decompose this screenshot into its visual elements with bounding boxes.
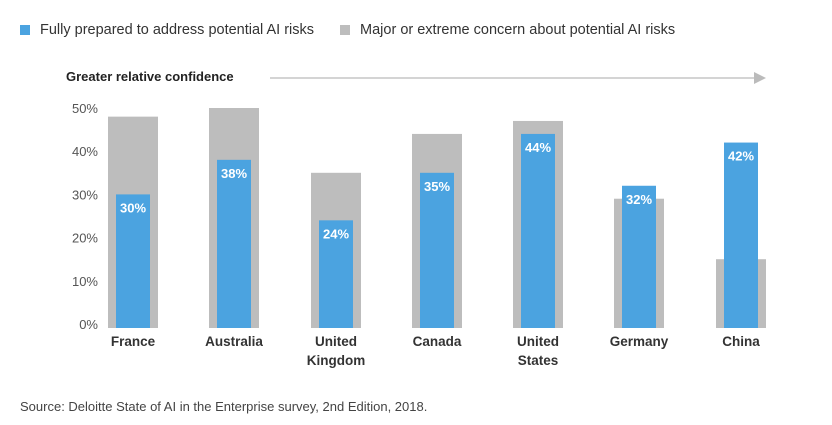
x-axis: France Australia United Kingdom Canada United… bbox=[111, 334, 760, 368]
bars: 30% 38% 24% 35% 44% 32% 42% bbox=[108, 108, 766, 329]
y-tick-label: 40% bbox=[72, 144, 98, 159]
bar-data-label: 35% bbox=[424, 179, 450, 194]
arrow-head bbox=[754, 72, 766, 84]
y-axis: 0% 10% 20% 30% 40% 50% bbox=[72, 101, 98, 332]
bar-data-label: 42% bbox=[728, 149, 754, 164]
source-note: Source: Deloitte State of AI in the Ente… bbox=[20, 399, 428, 414]
legend-label-prepared: Fully prepared to address potential AI r… bbox=[40, 22, 315, 38]
y-tick-label: 20% bbox=[72, 231, 98, 246]
y-tick-label: 30% bbox=[72, 187, 98, 202]
x-category-label: United bbox=[315, 334, 357, 349]
x-category-label: Canada bbox=[413, 334, 462, 349]
y-tick-label: 10% bbox=[72, 274, 98, 289]
bar-prepared bbox=[622, 185, 656, 328]
bar-prepared bbox=[521, 133, 555, 328]
legend-label-concern: Major or extreme concern about potential… bbox=[360, 22, 676, 38]
x-category-label: Germany bbox=[610, 334, 669, 349]
bar-prepared bbox=[319, 220, 353, 328]
confidence-indicator: Greater relative confidence bbox=[66, 69, 234, 84]
confidence-arrow-icon bbox=[270, 72, 766, 84]
x-category-label: States bbox=[518, 353, 559, 368]
legend-item-concern: Major or extreme concern about potential… bbox=[340, 22, 675, 38]
legend: Fully prepared to address potential AI r… bbox=[20, 22, 701, 38]
bar-data-label: 44% bbox=[525, 140, 551, 155]
legend-item-prepared: Fully prepared to address potential AI r… bbox=[20, 22, 314, 38]
x-category-label: United bbox=[517, 334, 559, 349]
bar-prepared bbox=[724, 142, 758, 328]
y-tick-label: 50% bbox=[72, 101, 98, 116]
bar-prepared bbox=[420, 172, 454, 328]
legend-swatch-concern bbox=[340, 25, 351, 35]
bar-data-label: 24% bbox=[323, 226, 349, 241]
x-category-label: France bbox=[111, 334, 156, 349]
y-tick-label: 0% bbox=[79, 317, 98, 332]
legend-swatch-prepared bbox=[20, 25, 30, 35]
bar-data-label: 30% bbox=[120, 200, 146, 215]
confidence-label: Greater relative confidence bbox=[66, 69, 234, 84]
bar-data-label: 32% bbox=[626, 192, 652, 207]
x-category-label: China bbox=[722, 334, 760, 349]
bar-prepared bbox=[116, 194, 150, 328]
bar-prepared bbox=[217, 159, 251, 328]
bar-data-label: 38% bbox=[221, 166, 247, 181]
x-category-label: Australia bbox=[205, 334, 263, 349]
x-category-label: Kingdom bbox=[307, 353, 366, 368]
